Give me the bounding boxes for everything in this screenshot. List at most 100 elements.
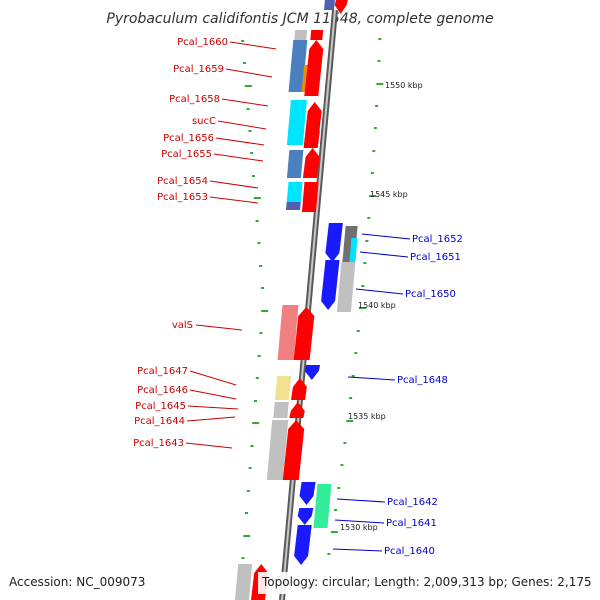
scale-tick [377,60,381,62]
scale-tick [254,400,257,402]
scale-tick [373,127,377,129]
gene-label-pcal-1641[interactable]: Pcal_1641 [386,518,437,529]
scale-tick [243,62,246,64]
gene-label-pcal-1653[interactable]: Pcal_1653 [157,192,208,203]
leader-line [361,233,411,240]
gene-feature-pcal-1643[interactable] [266,420,289,480]
leader-line [195,324,243,331]
gene-label-pcal-1640[interactable]: Pcal_1640 [384,546,435,557]
gene-label-pcal-1642[interactable]: Pcal_1642 [387,497,438,508]
leader-line [209,180,259,189]
gene-label-pcal-1652[interactable]: Pcal_1652 [412,234,463,245]
gene-feature-pcal-1640[interactable] [294,525,312,565]
gene-feature-1661[interactable] [334,0,348,14]
leader-line [217,120,267,130]
gene-feature-pcal-1653[interactable] [286,202,301,210]
gene-label-pcal-1651[interactable]: Pcal_1651 [410,252,461,263]
gene-label-pcal-1655[interactable]: Pcal_1655 [161,149,212,160]
scale-tick [252,175,255,177]
gene-feature-pcal-1655-f[interactable] [302,148,320,178]
gene-label-succ[interactable]: sucC [192,116,216,127]
kbp-marker-1545: 1545 kbp [370,190,408,199]
gene-feature-vals[interactable] [277,305,299,360]
gene-label-pcal-1644[interactable]: Pcal_1644 [134,416,185,427]
gene-feature-vals-f[interactable] [293,307,315,360]
leader-line [221,98,269,107]
scale-tick [361,285,365,287]
scale-tick [359,307,367,309]
scale-tick [259,332,263,334]
gene-feature-pcal-1645[interactable] [273,402,289,418]
gene-feature-pcal-1658[interactable] [286,100,307,145]
scale-tick [250,152,254,154]
gene-feature-pcal-1654-f[interactable] [301,182,319,212]
gene-feature-pcal-1643-f[interactable] [282,420,305,480]
leader-line [209,196,259,204]
gene-feature-pcal-1651-b[interactable] [349,238,358,262]
kbp-marker-1540: 1540 kbp [358,301,396,310]
scale-tick [246,108,250,110]
gene-label-pcal-1659[interactable]: Pcal_1659 [173,64,224,75]
gene-label-pcal-1647[interactable]: Pcal_1647 [137,366,188,377]
gene-feature-succ-f[interactable] [303,122,320,148]
scale-tick [367,217,371,219]
gene-label-pcal-1645[interactable]: Pcal_1645 [135,401,186,412]
gene-feature-pcal-1641[interactable] [297,508,314,525]
scale-tick [241,557,245,559]
gene-label-vals[interactable]: valS [172,320,193,331]
gene-feature-pcal-1650[interactable] [321,260,340,310]
leader-line [186,416,236,422]
gene-feature-pcal-1642-b[interactable] [313,484,332,528]
leader-line [189,370,237,386]
right-gene-labels: Pcal_1652 Pcal_1651 Pcal_1650 Pcal_1648 … [384,234,463,557]
gene-label-pcal-1656[interactable]: Pcal_1656 [163,133,214,144]
leader-line [189,389,237,400]
gene-feature-pcal-1652[interactable] [325,223,343,262]
scale-tick [340,464,344,466]
scale-tick [250,445,254,447]
gene-feature-pcal-1655[interactable] [286,150,304,178]
gene-label-pcal-1654[interactable]: Pcal_1654 [157,176,208,187]
scale-tick [330,531,338,533]
genome-backbone [279,9,338,600]
gene-feature-pcal-1659-f[interactable] [304,40,324,96]
leader-line [359,251,409,258]
leader-line [334,519,385,524]
gene-label-pcal-1650[interactable]: Pcal_1650 [405,289,456,300]
leader-line [336,498,386,503]
gene-feature-pcal-1650-b[interactable] [336,262,356,312]
scale-tick [351,375,355,377]
scale-tick [259,265,263,267]
kbp-marker-1530: 1530 kbp [340,523,378,532]
gene-feature-1662[interactable] [324,0,335,10]
gene-feature-pcal-1660-f[interactable] [310,30,324,40]
gene-feature-pcal-1648[interactable] [304,365,321,380]
gene-feature-pcal-1642[interactable] [299,482,316,505]
leader-line [215,137,265,146]
gene-label-pcal-1643[interactable]: Pcal_1643 [133,438,184,449]
scale-tick [334,509,337,511]
gene-label-pcal-1648[interactable]: Pcal_1648 [397,375,448,386]
scale-tick [255,220,259,222]
gene-feature-pcal-1659[interactable] [288,40,308,92]
gene-feature-pcal-1647[interactable] [275,376,292,400]
scale-tick [243,535,251,537]
gene-label-pcal-1658[interactable]: Pcal_1658 [169,94,220,105]
gene-features [235,0,358,600]
kbp-marker-1550: 1550 kbp [385,81,423,90]
scale-tick [375,105,379,107]
scale-tick [365,240,369,242]
gene-feature-pcal-1645-f[interactable] [289,402,305,418]
leader-line [185,442,233,449]
gene-label-pcal-1646[interactable]: Pcal_1646 [137,385,188,396]
gene-feature-pcal-1660[interactable] [294,30,308,40]
scale-tick [261,310,269,312]
scale-tick [346,420,354,422]
scale-tick [255,377,259,379]
gene-feature-1639[interactable] [235,564,253,600]
scale-tick [257,355,261,357]
gene-feature-pcal-1647-f[interactable] [291,378,307,400]
scale-tick [257,242,261,244]
gene-label-pcal-1660[interactable]: Pcal_1660 [177,37,228,48]
scale-tick [248,467,252,469]
